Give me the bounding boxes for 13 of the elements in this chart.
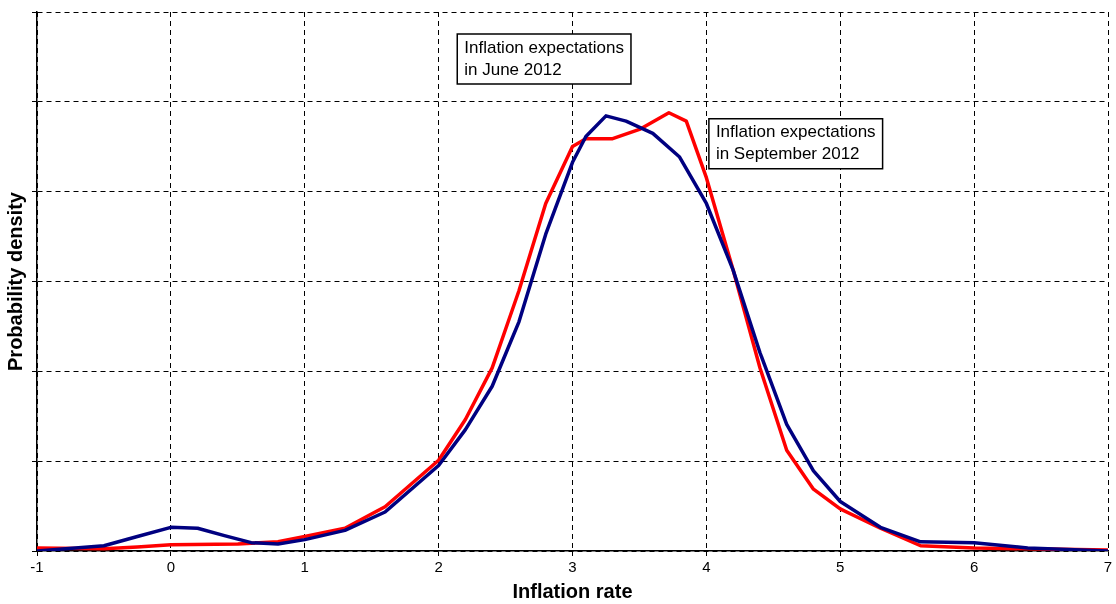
x-tick-label: 4 bbox=[702, 558, 711, 576]
x-tick-label: 2 bbox=[434, 558, 443, 576]
x-axis-title: Inflation rate bbox=[512, 579, 633, 602]
series-label: Inflation expectations in September 2012 bbox=[715, 122, 876, 164]
x-tick-label: 0 bbox=[166, 558, 176, 576]
x-tick-label: 5 bbox=[836, 558, 845, 576]
x-tick-label: 7 bbox=[1103, 558, 1113, 576]
x-tick-label: -1 bbox=[30, 558, 44, 576]
y-axis-title: Probability density bbox=[3, 191, 26, 371]
x-tick-label: 3 bbox=[568, 558, 577, 576]
x-tick-label: 1 bbox=[300, 558, 309, 576]
x-tick-label: 6 bbox=[969, 558, 979, 576]
text: Inflation expectations in June 2012 bbox=[464, 37, 624, 79]
